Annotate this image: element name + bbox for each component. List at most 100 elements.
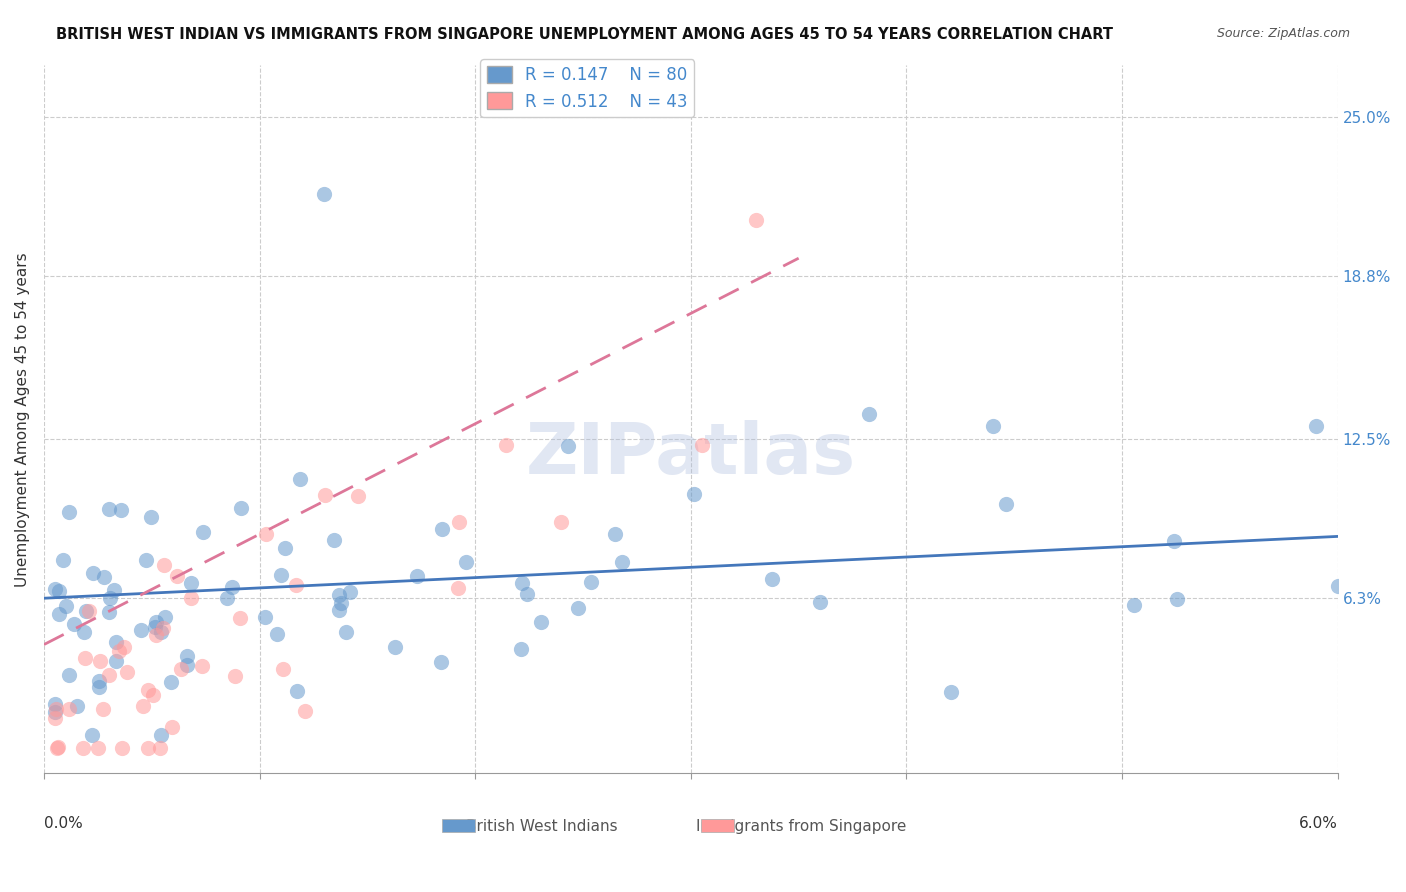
Point xyxy=(45,702,67,716)
Point xyxy=(176,649,198,664)
Point xyxy=(136,740,159,755)
Point xyxy=(87,674,110,689)
Y-axis label: Unemployment Among Ages 45 to 54 years: Unemployment Among Ages 45 to 54 years xyxy=(15,252,30,587)
Point xyxy=(98,591,121,606)
Point xyxy=(87,680,110,694)
Point xyxy=(135,552,157,566)
Point xyxy=(52,552,75,566)
Point xyxy=(215,591,238,606)
Point xyxy=(253,610,276,624)
Point xyxy=(683,487,706,501)
Point xyxy=(516,587,538,601)
Point xyxy=(447,515,470,529)
Point xyxy=(142,688,165,702)
Point xyxy=(744,212,766,227)
Point xyxy=(346,489,368,503)
Point xyxy=(63,616,86,631)
Point xyxy=(111,740,134,755)
Point xyxy=(510,641,533,656)
Point xyxy=(75,650,97,665)
Point xyxy=(153,610,176,624)
Text: ZIPatlas: ZIPatlas xyxy=(526,420,856,489)
Point xyxy=(108,644,131,658)
Point xyxy=(567,601,589,615)
Point xyxy=(330,596,353,610)
Point xyxy=(97,605,120,619)
Text: Source: ZipAtlas.com: Source: ZipAtlas.com xyxy=(1216,27,1350,40)
Point xyxy=(58,668,80,682)
Point xyxy=(104,655,127,669)
Point xyxy=(288,472,311,486)
Point xyxy=(270,568,292,582)
Text: British West Indians: British West Indians xyxy=(467,819,617,834)
Point xyxy=(150,728,173,742)
Point xyxy=(273,662,295,676)
Point xyxy=(221,580,243,594)
Point xyxy=(98,502,121,516)
Point xyxy=(430,655,453,669)
Point xyxy=(603,527,626,541)
Point xyxy=(294,705,316,719)
Point xyxy=(328,603,350,617)
Point xyxy=(254,527,277,541)
Text: BRITISH WEST INDIAN VS IMMIGRANTS FROM SINGAPORE UNEMPLOYMENT AMONG AGES 45 TO 5: BRITISH WEST INDIAN VS IMMIGRANTS FROM S… xyxy=(56,27,1114,42)
Point xyxy=(1305,418,1327,433)
Point xyxy=(129,624,152,638)
Point xyxy=(530,615,553,629)
Point xyxy=(44,697,66,711)
Point xyxy=(579,574,602,589)
Point xyxy=(160,720,183,734)
Point xyxy=(266,627,288,641)
Point xyxy=(104,635,127,649)
Point xyxy=(66,698,89,713)
Point xyxy=(384,640,406,655)
Point xyxy=(89,655,111,669)
Point xyxy=(456,555,478,569)
Point xyxy=(44,711,66,725)
Point xyxy=(285,684,308,698)
Point xyxy=(170,662,193,676)
Point xyxy=(145,628,167,642)
Point xyxy=(761,572,783,586)
Point xyxy=(405,568,427,582)
Point xyxy=(91,702,114,716)
Point xyxy=(112,640,135,654)
Point xyxy=(45,740,67,755)
Point xyxy=(858,407,880,421)
Point xyxy=(495,438,517,452)
Point xyxy=(314,488,336,502)
Point xyxy=(87,740,110,755)
Point xyxy=(314,186,336,201)
Point xyxy=(77,604,100,618)
Point xyxy=(610,554,633,568)
Point xyxy=(550,515,572,529)
Point xyxy=(339,585,361,599)
Point xyxy=(44,582,66,596)
Point xyxy=(143,620,166,634)
Point xyxy=(191,524,214,539)
Point xyxy=(110,503,132,517)
Point xyxy=(941,685,963,699)
Point xyxy=(55,599,77,613)
FancyBboxPatch shape xyxy=(702,820,734,832)
Point xyxy=(229,501,252,516)
Point xyxy=(180,591,202,605)
Point xyxy=(328,588,350,602)
Point xyxy=(191,659,214,673)
Point xyxy=(1123,598,1146,612)
Point xyxy=(73,624,96,639)
Point xyxy=(224,668,246,682)
Point xyxy=(48,584,70,599)
Point xyxy=(82,566,104,580)
Point xyxy=(149,740,172,755)
Point xyxy=(97,668,120,682)
Point xyxy=(150,625,173,640)
Point xyxy=(103,583,125,598)
Point xyxy=(285,578,308,592)
Point xyxy=(229,611,252,625)
Text: 0.0%: 0.0% xyxy=(44,816,83,830)
Point xyxy=(58,702,80,716)
Point xyxy=(152,621,174,635)
Point xyxy=(82,728,104,742)
Point xyxy=(132,698,155,713)
